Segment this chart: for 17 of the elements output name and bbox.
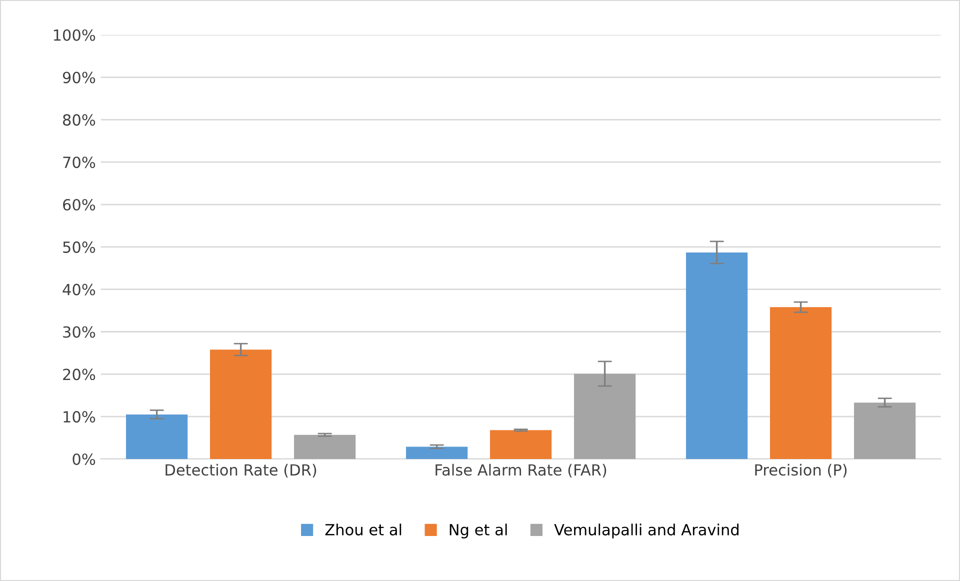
y-tick-label: 80% <box>63 114 96 126</box>
x-tick-label: False Alarm Rate (FAR) <box>436 464 606 478</box>
y-tick-label: 90% <box>62 72 96 84</box>
legend-label: Ng et al <box>450 524 507 538</box>
legend-label: Vemulapalli and Aravind <box>554 524 738 538</box>
y-tick-label: 30% <box>63 326 96 338</box>
y-tick-label: 10% <box>64 411 96 423</box>
y-tick-label: 20% <box>63 368 96 380</box>
y-tick-label: 60% <box>63 198 96 211</box>
x-tick-label: Detection Rate (DR) <box>166 464 316 478</box>
y-tick-label: 40% <box>62 284 96 296</box>
legend-label: Zhou et al <box>325 524 402 536</box>
y-tick-label: 70% <box>63 156 96 168</box>
y-tick-label: 50% <box>63 241 96 253</box>
x-tick-label: Precision (P) <box>755 464 847 478</box>
y-tick-label: 0% <box>72 453 96 466</box>
y-tick-label: 100% <box>54 29 96 41</box>
